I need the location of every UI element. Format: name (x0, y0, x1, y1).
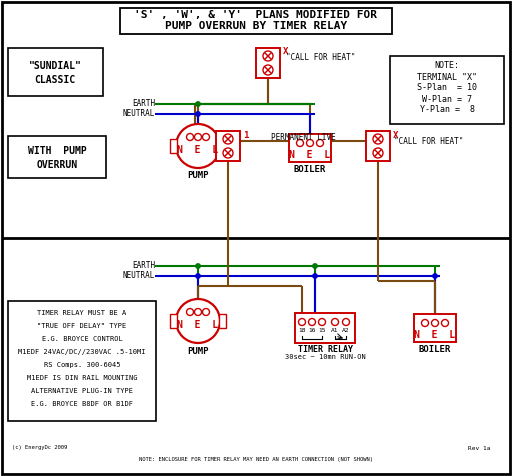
Circle shape (196, 102, 200, 106)
Text: N  E  L: N E L (414, 330, 456, 340)
Text: A2: A2 (342, 328, 350, 334)
Circle shape (318, 318, 326, 326)
Circle shape (441, 319, 449, 327)
Bar (219, 314, 226, 328)
Bar (289, 134, 331, 162)
Bar (120, 8, 392, 34)
Bar (390, 56, 504, 124)
Circle shape (203, 133, 209, 140)
Circle shape (176, 124, 220, 168)
Circle shape (195, 308, 202, 316)
Bar (170, 139, 177, 153)
Circle shape (196, 112, 200, 116)
Text: ALTERNATIVE PLUG-IN TYPE: ALTERNATIVE PLUG-IN TYPE (31, 388, 133, 394)
Circle shape (223, 134, 233, 144)
Text: 18: 18 (298, 328, 306, 334)
Text: 1: 1 (243, 130, 248, 139)
Text: BOILER: BOILER (294, 166, 326, 175)
Text: 15: 15 (318, 328, 326, 334)
Bar (170, 314, 177, 328)
Text: "CALL FOR HEAT": "CALL FOR HEAT" (394, 137, 463, 146)
Bar (8, 301, 156, 421)
Text: BOILER: BOILER (419, 346, 451, 355)
Bar (8, 48, 103, 96)
Text: NEUTRAL: NEUTRAL (123, 109, 155, 119)
Text: "CALL FOR HEAT": "CALL FOR HEAT" (286, 53, 355, 62)
Text: "TRUE OFF DELAY" TYPE: "TRUE OFF DELAY" TYPE (37, 323, 126, 329)
Text: Y-Plan =  8: Y-Plan = 8 (419, 106, 475, 115)
Text: TIMER RELAY: TIMER RELAY (297, 345, 352, 354)
Text: W-Plan = 7: W-Plan = 7 (422, 95, 472, 103)
Text: S-Plan  = 10: S-Plan = 10 (417, 83, 477, 92)
Text: PUMP OVERRUN BY TIMER RELAY: PUMP OVERRUN BY TIMER RELAY (165, 21, 347, 31)
Text: M1EDF IS DIN RAIL MOUNTING: M1EDF IS DIN RAIL MOUNTING (27, 375, 137, 381)
Circle shape (203, 308, 209, 316)
Text: PUMP: PUMP (187, 171, 209, 180)
Text: NOTE:: NOTE: (435, 61, 459, 70)
Circle shape (223, 148, 233, 158)
Text: M1EDF 24VAC/DC//230VAC .5-10MI: M1EDF 24VAC/DC//230VAC .5-10MI (18, 349, 146, 355)
Circle shape (331, 318, 338, 326)
Text: N  E  L: N E L (178, 145, 219, 155)
Circle shape (307, 139, 313, 147)
Text: WITH  PUMP: WITH PUMP (28, 146, 87, 156)
Text: N  E  L: N E L (289, 150, 331, 160)
Bar (216, 131, 240, 161)
Text: TIMER RELAY MUST BE A: TIMER RELAY MUST BE A (37, 310, 126, 316)
Text: NEUTRAL: NEUTRAL (123, 271, 155, 280)
Text: EARTH: EARTH (132, 261, 155, 270)
Text: 16: 16 (308, 328, 316, 334)
Bar (414, 314, 456, 342)
Circle shape (176, 299, 220, 343)
Circle shape (373, 134, 383, 144)
Bar (219, 139, 226, 153)
Text: EARTH: EARTH (132, 99, 155, 109)
Circle shape (186, 308, 194, 316)
Bar (256, 48, 280, 78)
Bar (8, 136, 106, 178)
Text: "SUNDIAL": "SUNDIAL" (29, 61, 81, 71)
Text: 30sec ~ 10mn RUN-ON: 30sec ~ 10mn RUN-ON (285, 354, 366, 360)
Text: PERMANENT LIVE: PERMANENT LIVE (271, 133, 335, 142)
Text: X: X (283, 48, 288, 57)
Text: E.G. BROYCE CONTROL: E.G. BROYCE CONTROL (41, 336, 122, 342)
Circle shape (263, 65, 273, 75)
Circle shape (343, 318, 350, 326)
Circle shape (432, 319, 438, 327)
Text: OVERRUN: OVERRUN (36, 160, 77, 170)
Circle shape (313, 264, 317, 268)
Text: TERMINAL "X": TERMINAL "X" (417, 72, 477, 81)
Text: NOTE: ENCLOSURE FOR TIMER RELAY MAY NEED AN EARTH CONNECTION (NOT SHOWN): NOTE: ENCLOSURE FOR TIMER RELAY MAY NEED… (139, 457, 373, 463)
Circle shape (433, 274, 437, 278)
Text: 'S' , 'W', & 'Y'  PLANS MODIFIED FOR: 'S' , 'W', & 'Y' PLANS MODIFIED FOR (135, 10, 377, 20)
Bar (366, 131, 390, 161)
Text: E.G. BROYCE B8DF OR B1DF: E.G. BROYCE B8DF OR B1DF (31, 401, 133, 407)
Text: A1: A1 (331, 328, 339, 334)
Circle shape (195, 133, 202, 140)
Circle shape (298, 318, 306, 326)
Circle shape (296, 139, 304, 147)
Circle shape (186, 133, 194, 140)
Bar (295, 313, 355, 343)
Circle shape (373, 148, 383, 158)
Text: (c) EnergyDc 2009: (c) EnergyDc 2009 (12, 446, 67, 450)
Circle shape (263, 51, 273, 61)
Circle shape (313, 274, 317, 278)
Circle shape (196, 274, 200, 278)
Text: N  E  L: N E L (178, 320, 219, 330)
Text: PUMP: PUMP (187, 347, 209, 356)
Circle shape (316, 139, 324, 147)
Text: CLASSIC: CLASSIC (34, 75, 76, 85)
Text: RS Comps. 300-6045: RS Comps. 300-6045 (44, 362, 120, 368)
Circle shape (421, 319, 429, 327)
Text: Rev 1a: Rev 1a (467, 446, 490, 450)
Circle shape (196, 264, 200, 268)
Circle shape (309, 318, 315, 326)
Text: X: X (393, 130, 398, 139)
